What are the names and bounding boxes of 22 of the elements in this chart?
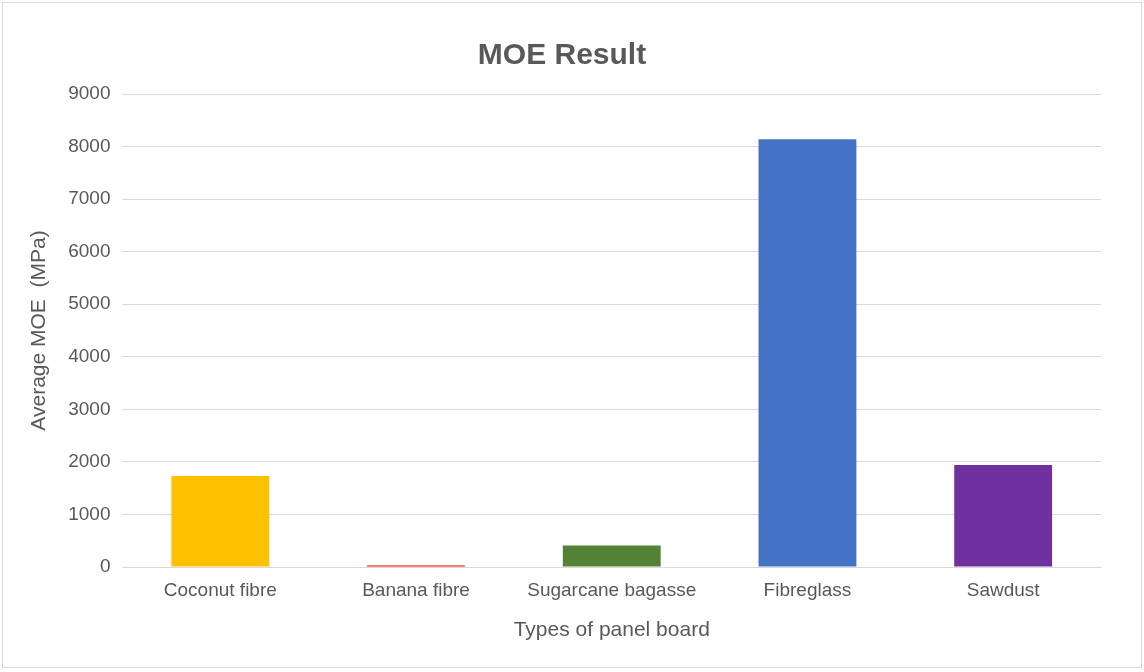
- y-tick-label: 5000: [68, 292, 111, 314]
- y-axis-title: Average MOE (MPa): [26, 230, 50, 431]
- y-tick-label: 7000: [68, 187, 111, 209]
- x-tick-label: Sawdust: [966, 578, 1041, 600]
- x-tick-label: Fibreglass: [763, 578, 852, 600]
- y-tick-label: 6000: [68, 239, 111, 261]
- x-tick-label: Coconut fibre: [163, 578, 277, 600]
- y-tick-label: 1000: [68, 502, 111, 524]
- chart-title: MOE Result: [477, 37, 647, 71]
- y-tick-label: 8000: [68, 134, 111, 156]
- x-tick-label: Banana fibre: [362, 578, 470, 600]
- y-tick-label: 9000: [68, 82, 111, 104]
- y-tick-label: 0: [99, 555, 111, 577]
- bar: [758, 139, 857, 567]
- y-tick-label: 2000: [68, 450, 111, 472]
- x-axis-title: Types of panel board: [513, 617, 710, 641]
- x-tick-label: Sugarcane bagasse: [527, 578, 697, 600]
- bar: [562, 545, 661, 567]
- y-tick-label: 4000: [68, 345, 111, 367]
- bar: [954, 465, 1053, 567]
- y-tick-label: 3000: [68, 397, 111, 419]
- bar: [171, 476, 270, 567]
